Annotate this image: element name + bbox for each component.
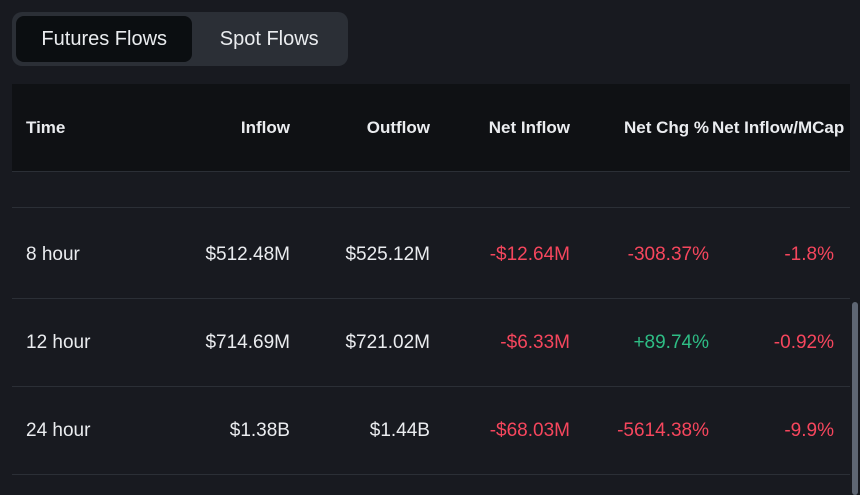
row-inflow: $1.38B	[229, 420, 290, 441]
row-net-inflow: -$6.33M	[500, 332, 570, 353]
header-time[interactable]: Time	[26, 118, 66, 137]
row-time: 8 hour	[26, 244, 80, 265]
row-inflow: $714.69M	[205, 332, 290, 353]
header-net-inflow[interactable]: Net Inflow	[488, 118, 570, 137]
tab-futures-flows[interactable]: Futures Flows	[16, 16, 193, 62]
row-net-chg: +89.74%	[633, 332, 709, 353]
header-net-chg[interactable]: Net Chg %	[624, 118, 709, 137]
table-row: 12 hour $714.69M $721.02M -$6.33M +89.74…	[12, 299, 850, 387]
row-net-mcap: -9.9%	[784, 420, 834, 441]
flow-type-tabs: Futures Flows Spot Flows	[12, 12, 348, 66]
flows-table: 4 hour $373.4M $410.3M -$36.88M -237.88%…	[12, 84, 850, 495]
row-outflow: $721.02M	[345, 332, 430, 353]
tab-spot-flows[interactable]: Spot Flows	[219, 27, 319, 50]
header-inflow[interactable]: Inflow	[240, 118, 290, 137]
row-net-inflow: -$68.03M	[489, 420, 570, 441]
row-net-mcap: -0.92%	[773, 332, 834, 353]
row-time: 12 hour	[26, 332, 91, 353]
table-header: Time Inflow Outflow Net Inflow Net Chg %…	[12, 84, 850, 172]
row-net-chg: -308.37%	[627, 244, 709, 265]
row-outflow: $525.12M	[345, 244, 430, 265]
table-scrollbar[interactable]	[852, 172, 858, 495]
header-outflow[interactable]: Outflow	[366, 118, 430, 137]
row-inflow: $512.48M	[205, 244, 290, 265]
row-outflow: $1.44B	[369, 420, 430, 441]
table-row: 24 hour $1.38B $1.44B -$68.03M -5614.38%…	[12, 387, 850, 475]
scrollbar-thumb[interactable]	[852, 302, 858, 495]
row-time: 24 hour	[26, 420, 91, 441]
row-net-mcap: -1.8%	[784, 244, 834, 265]
row-net-chg: -5614.38%	[617, 420, 709, 441]
table-row: 8 hour $512.48M $525.12M -$12.64M -308.3…	[12, 211, 850, 299]
row-net-inflow: -$12.64M	[489, 244, 570, 265]
header-net-mcap[interactable]: Net Inflow/MCap	[712, 118, 845, 137]
